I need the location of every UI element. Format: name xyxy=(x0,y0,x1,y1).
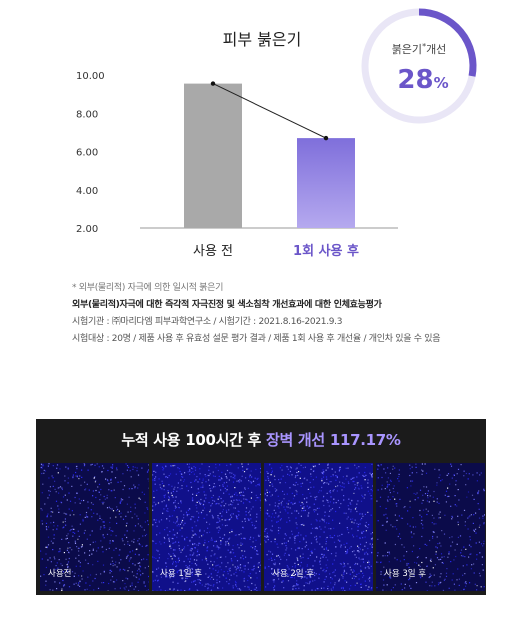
badge-value: 28% xyxy=(397,65,448,95)
trend-point xyxy=(323,135,329,141)
study-notes: * 외부(물리적) 자극에 의한 일시적 붉은기 외부(물리적)자극에 대한 즉… xyxy=(72,280,512,348)
study-subjects: 시험대상 : 20명 / 제품 사용 후 유효성 설문 평가 결과 / 제품 1… xyxy=(72,334,441,344)
improvement-badge: 붉은기*개선 28% xyxy=(361,8,477,124)
skin-microscope-image xyxy=(40,463,149,591)
skin-redness-chart: 피부 붉은기 10.00 8.00 6.00 4.00 2.00 사용 전 1회 사용 후… xyxy=(76,8,477,259)
trend-point xyxy=(210,81,216,86)
panel-title-highlight: 장벽 개선 117.17% xyxy=(265,431,401,449)
footnote: * 외부(물리적) 자극에 의한 일시적 붉은기 xyxy=(72,283,224,293)
bar-before xyxy=(184,83,242,228)
badge-label: 붉은기*개선 xyxy=(392,42,447,56)
study-headline: 외부(물리적)자극에 대한 즉각적 자극진정 및 색소침착 개선효과에 대한 인… xyxy=(72,300,382,310)
x-category-label: 1회 사용 후 xyxy=(293,243,359,259)
barrier-panel: 누적 사용 100시간 후 장벽 개선 117.17% 사용전 사용 1일 후 … xyxy=(36,419,486,595)
trend-line xyxy=(212,83,327,139)
tile-label: 사용 2일 후 xyxy=(272,569,315,579)
y-tick-label: 6.00 xyxy=(76,148,98,159)
study-institution: 시험기관 : ㈜마리다엠 피부과학연구소 / 시험기간 : 2021.8.16-… xyxy=(72,317,343,327)
bar-after xyxy=(297,138,355,228)
photo-tile-before: 사용전 xyxy=(40,463,149,591)
photo-tile-day1: 사용 1일 후 xyxy=(152,463,261,591)
skin-microscope-image xyxy=(376,463,485,591)
tile-label: 사용 1일 후 xyxy=(160,569,203,579)
skin-microscope-image xyxy=(264,463,373,591)
x-category-label: 사용 전 xyxy=(193,244,233,259)
y-tick-label: 2.00 xyxy=(76,224,98,235)
photo-tile-day2: 사용 2일 후 xyxy=(264,463,373,591)
y-tick-label: 10.00 xyxy=(76,71,105,82)
badge-ring-progress xyxy=(418,8,477,77)
y-tick-label: 8.00 xyxy=(76,109,98,120)
y-tick-label: 4.00 xyxy=(76,186,98,197)
tile-label: 사용 3일 후 xyxy=(384,569,427,579)
chart-title: 피부 붉은기 xyxy=(223,30,302,49)
skin-microscope-image xyxy=(152,463,261,591)
panel-title: 누적 사용 100시간 후 장벽 개선 117.17% xyxy=(121,431,401,449)
tile-label: 사용전 xyxy=(48,569,72,579)
photo-tile-day3: 사용 3일 후 xyxy=(376,463,485,591)
